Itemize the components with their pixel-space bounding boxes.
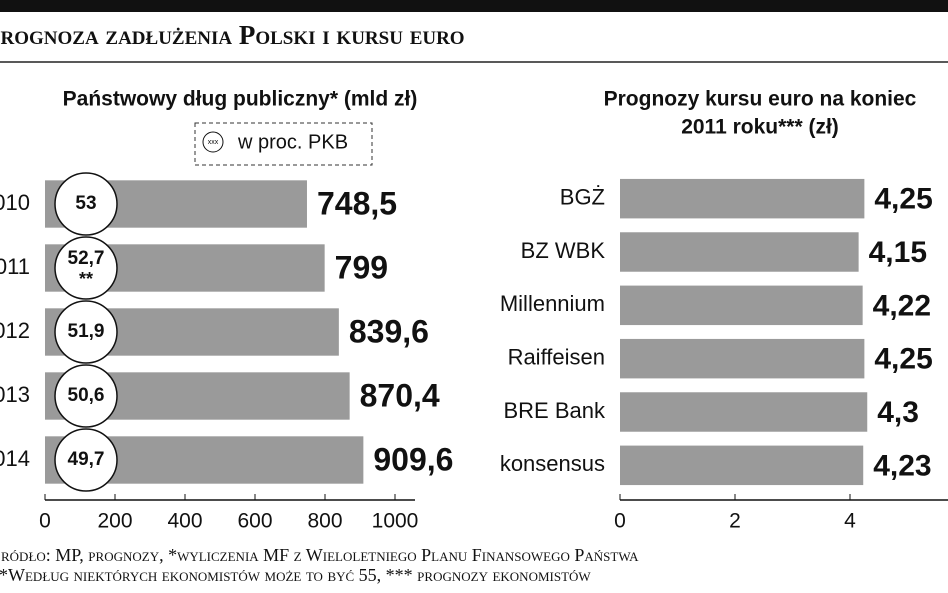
x-tick-label: 2	[729, 510, 741, 533]
bar	[620, 445, 864, 486]
category-label: Raiffeisen	[508, 344, 605, 369]
value-label: 4,15	[869, 236, 927, 269]
top-bar	[0, 0, 948, 12]
pkb-label: 50,6	[68, 385, 105, 406]
chart-title: 2011 roku*** (zł)	[681, 116, 839, 139]
x-tick-label: 400	[167, 510, 202, 533]
x-tick-label: 4	[844, 510, 856, 533]
x-tick-label: 0	[39, 510, 51, 533]
category-label: 2012	[0, 318, 30, 343]
x-tick-label: 800	[307, 510, 342, 533]
page-title: Prognoza zadłużenia Polski i kursu euro	[0, 20, 465, 50]
category-label: konsensus	[500, 451, 605, 476]
pkb-mark: **	[79, 269, 93, 289]
value-label: 4,25	[874, 343, 932, 376]
pkb-circle	[54, 236, 118, 300]
legend-icon	[202, 131, 224, 153]
chart-title: Prognozy kursu euro na koniec	[604, 88, 917, 111]
legend-box	[194, 122, 373, 166]
pkb-circle	[54, 172, 118, 236]
bar	[620, 392, 868, 432]
category-label: 2010	[0, 190, 30, 215]
pkb-label: 49,7	[68, 449, 105, 470]
footnote: Źródło: MP, prognozy, *wyliczenia MF z W…	[0, 544, 639, 565]
chart-title: Państwowy dług publiczny* (mld zł)	[63, 88, 418, 111]
category-label: BZ WBK	[521, 238, 606, 263]
category-label: 2011	[0, 254, 30, 279]
legend-icon-text: xxx	[208, 139, 219, 146]
pkb-circle	[54, 300, 118, 364]
value-label: 4,25	[874, 183, 932, 216]
category-label: BRE Bank	[504, 398, 606, 423]
bar	[620, 338, 865, 379]
value-label: 839,6	[349, 313, 429, 349]
x-tick-label: 600	[237, 510, 272, 533]
x-tick-label: 1000	[372, 510, 419, 533]
category-label: 2014	[0, 446, 30, 471]
value-label: 799	[335, 249, 388, 285]
category-label: BGŻ	[560, 184, 605, 209]
value-label: 4,3	[877, 396, 919, 429]
category-label: Millennium	[500, 291, 605, 316]
bar	[620, 232, 859, 272]
x-tick-label: 0	[614, 510, 626, 533]
value-label: 4,22	[873, 289, 931, 322]
pkb-circle	[54, 364, 118, 428]
pkb-label: 51,9	[68, 321, 105, 342]
bar	[620, 285, 863, 326]
value-label: 4,23	[873, 449, 931, 482]
footnote: **Według niektórych ekonomistów może to …	[0, 565, 591, 585]
value-label: 909,6	[373, 441, 453, 477]
bar	[620, 178, 865, 219]
pkb-label: 53	[75, 193, 96, 214]
legend-label: w proc. PKB	[237, 131, 348, 153]
value-label: 748,5	[317, 185, 397, 221]
x-tick-label: 200	[97, 510, 132, 533]
value-label: 870,4	[360, 377, 440, 413]
pkb-circle	[54, 428, 118, 492]
pkb-label: 52,7	[68, 248, 105, 269]
category-label: 2013	[0, 382, 30, 407]
